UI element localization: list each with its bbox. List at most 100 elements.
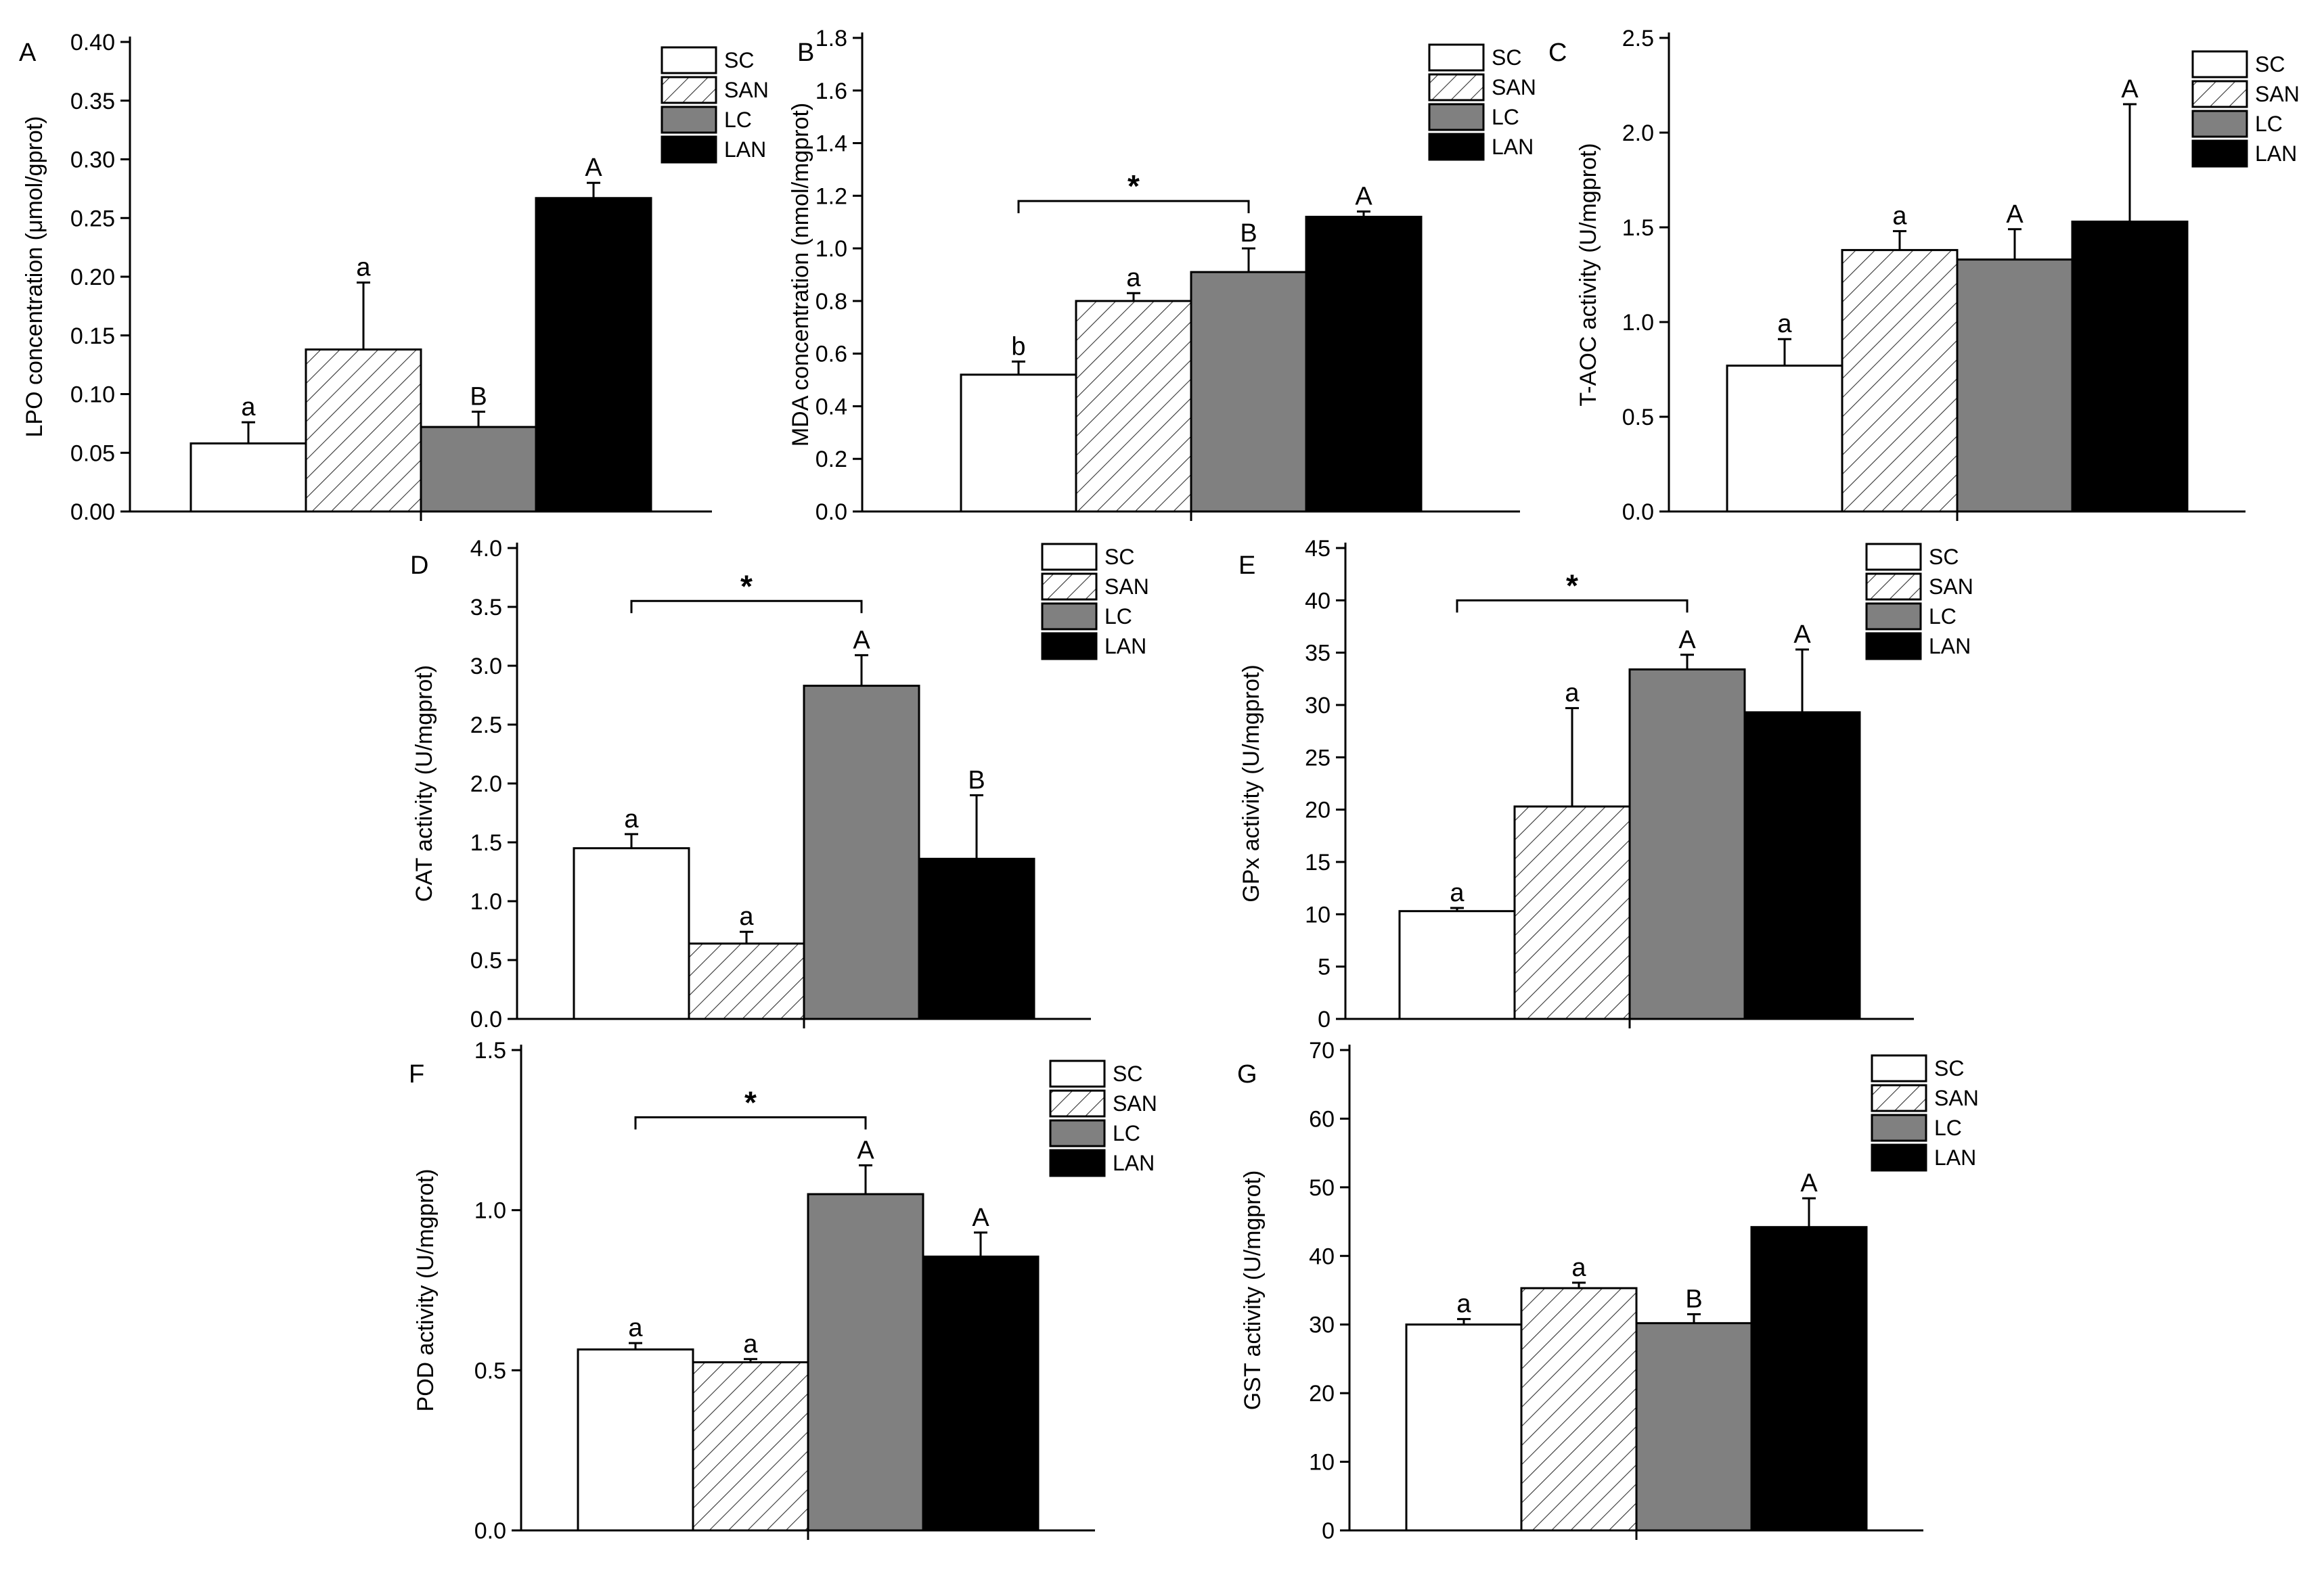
y-tick-label: 30: [1309, 1313, 1335, 1338]
significance-letter: A: [585, 154, 602, 182]
bar-lc: [803, 685, 920, 1020]
significance-star: *: [1566, 568, 1578, 603]
bar-lan: [922, 1255, 1040, 1532]
y-tick-label: 1.0: [470, 889, 502, 915]
y-tick-label: 10: [1305, 902, 1331, 928]
significance-star: *: [740, 568, 753, 604]
legend-label: LC: [1492, 105, 1519, 129]
y-tick-label: 1.5: [474, 1038, 506, 1064]
legend-swatch-lan: [1428, 133, 1485, 161]
panel-label: E: [1238, 551, 1255, 580]
significance-letter: B: [1685, 1285, 1702, 1314]
y-tick-label: 0.40: [70, 30, 115, 55]
bar-san: [688, 942, 805, 1020]
significance-letter: a: [1777, 310, 1792, 338]
bar-sc: [1726, 364, 1843, 513]
y-tick-label: 60: [1309, 1106, 1335, 1132]
significance-letter: b: [1011, 332, 1025, 361]
significance-letter: a: [241, 393, 256, 422]
y-tick-label: 0.2: [815, 447, 847, 472]
significance-letter: B: [470, 383, 487, 411]
y-tick-label: 0.6: [815, 342, 847, 367]
bar-san: [305, 348, 422, 513]
panel-label: D: [410, 551, 428, 580]
y-axis-title: CAT activity (U/mgprot): [411, 665, 437, 902]
legend-swatch-sc: [661, 46, 717, 74]
bar-sc: [1405, 1323, 1523, 1532]
legend-label: LAN: [724, 137, 766, 162]
legend-swatch-lc: [2191, 110, 2248, 138]
legend-label: SC: [1113, 1062, 1142, 1086]
legend-swatch-san: [1871, 1084, 1927, 1112]
legend-label: SC: [1104, 545, 1134, 569]
legend-label: SAN: [1113, 1091, 1157, 1116]
significance-bracket: [1456, 599, 1689, 613]
legend-label: LAN: [1492, 135, 1534, 159]
legend-label: LC: [2255, 112, 2283, 136]
chart-panel-c: C T-AOC activity (U/mgprot) 0.0 0.5 1.0 1.5 2.…: [1548, 26, 2300, 525]
bar-sc: [577, 1348, 694, 1532]
y-tick-label: 0.0: [815, 499, 847, 525]
y-tick-label: 0.10: [70, 382, 115, 408]
y-tick-label: 20: [1305, 798, 1331, 823]
significance-letter: a: [739, 903, 754, 931]
legend-swatch-lc: [1871, 1114, 1927, 1142]
y-tick-label: 0.0: [470, 1007, 502, 1032]
legend-label: LAN: [1113, 1151, 1155, 1175]
y-tick-label: 2.5: [1622, 26, 1654, 51]
legend-label: SAN: [1934, 1086, 1979, 1110]
legend-swatch-lc: [1049, 1119, 1106, 1147]
legend-swatch-sc: [1428, 43, 1485, 72]
y-tick-label: 0.05: [70, 440, 115, 466]
legend-label: LC: [1934, 1116, 1962, 1140]
bar-lan: [1743, 711, 1861, 1020]
y-tick-label: 3.0: [470, 654, 502, 679]
significance-bracket: [634, 1116, 867, 1130]
legend-swatch-lan: [1049, 1149, 1106, 1177]
y-axis-title: T-AOC activity (U/mgprot): [1576, 143, 1601, 406]
legend-swatch-lan: [2191, 139, 2248, 168]
legend-label: SAN: [1492, 75, 1536, 99]
legend-swatch-san: [1049, 1089, 1106, 1118]
y-tick-label: 1.5: [470, 830, 502, 856]
legend-label: LC: [724, 108, 752, 132]
significance-letter: B: [968, 766, 985, 794]
legend-label: SC: [724, 48, 754, 72]
y-tick-label: 20: [1309, 1381, 1335, 1407]
y-tick-label: 1.0: [815, 236, 847, 262]
legend-label: LC: [1104, 604, 1132, 629]
y-axis-title: GPx activity (U/mgprot): [1238, 664, 1264, 902]
legend-swatch-lc: [1041, 602, 1098, 631]
panel-label: B: [797, 39, 814, 67]
legend-label: LC: [1113, 1121, 1140, 1145]
legend-swatch-san: [2191, 80, 2248, 108]
significance-letter: A: [1800, 1169, 1818, 1198]
legend-label: LAN: [1104, 634, 1146, 658]
significance-letter: a: [1126, 264, 1141, 292]
legend-swatch-sc: [1041, 543, 1098, 571]
significance-letter: A: [853, 626, 870, 654]
legend-label: SAN: [1104, 574, 1149, 599]
y-tick-label: 1.0: [474, 1198, 506, 1224]
y-tick-label: 40: [1309, 1244, 1335, 1269]
chart-panel-a: A LPO concentration (μmol/gprot) 0.00 0.05 0…: [19, 30, 769, 525]
legend-label: SC: [1929, 545, 1959, 569]
significance-bracket: [1017, 200, 1250, 214]
y-tick-label: 25: [1305, 745, 1331, 771]
y-tick-label: 0.5: [1622, 405, 1654, 430]
bar-lan: [1750, 1226, 1868, 1532]
legend-swatch-sc: [1871, 1054, 1927, 1083]
significance-letter: B: [1240, 219, 1257, 248]
chart-panel-g: G GST activity (U/mgprot) 0 10 20 30 40 50 60 70 a…: [1237, 1038, 1979, 1544]
y-tick-label: 0.0: [474, 1518, 506, 1544]
y-tick-label: 35: [1305, 641, 1331, 666]
y-axis-title: GST activity (U/mgprot): [1240, 1170, 1266, 1411]
bar-sc: [960, 373, 1077, 513]
y-tick-label: 0.30: [70, 147, 115, 173]
legend-label: SAN: [1929, 574, 1973, 599]
y-tick-label: 0.15: [70, 323, 115, 349]
significance-letter: A: [1793, 620, 1811, 649]
y-axis-title: POD activity (U/mgprot): [413, 1169, 439, 1412]
y-tick-label: 2.0: [1622, 120, 1654, 146]
chart-panel-b: B MDA concentration (nmol/mgprot) 0.0 0.2 0.…: [788, 26, 1536, 525]
